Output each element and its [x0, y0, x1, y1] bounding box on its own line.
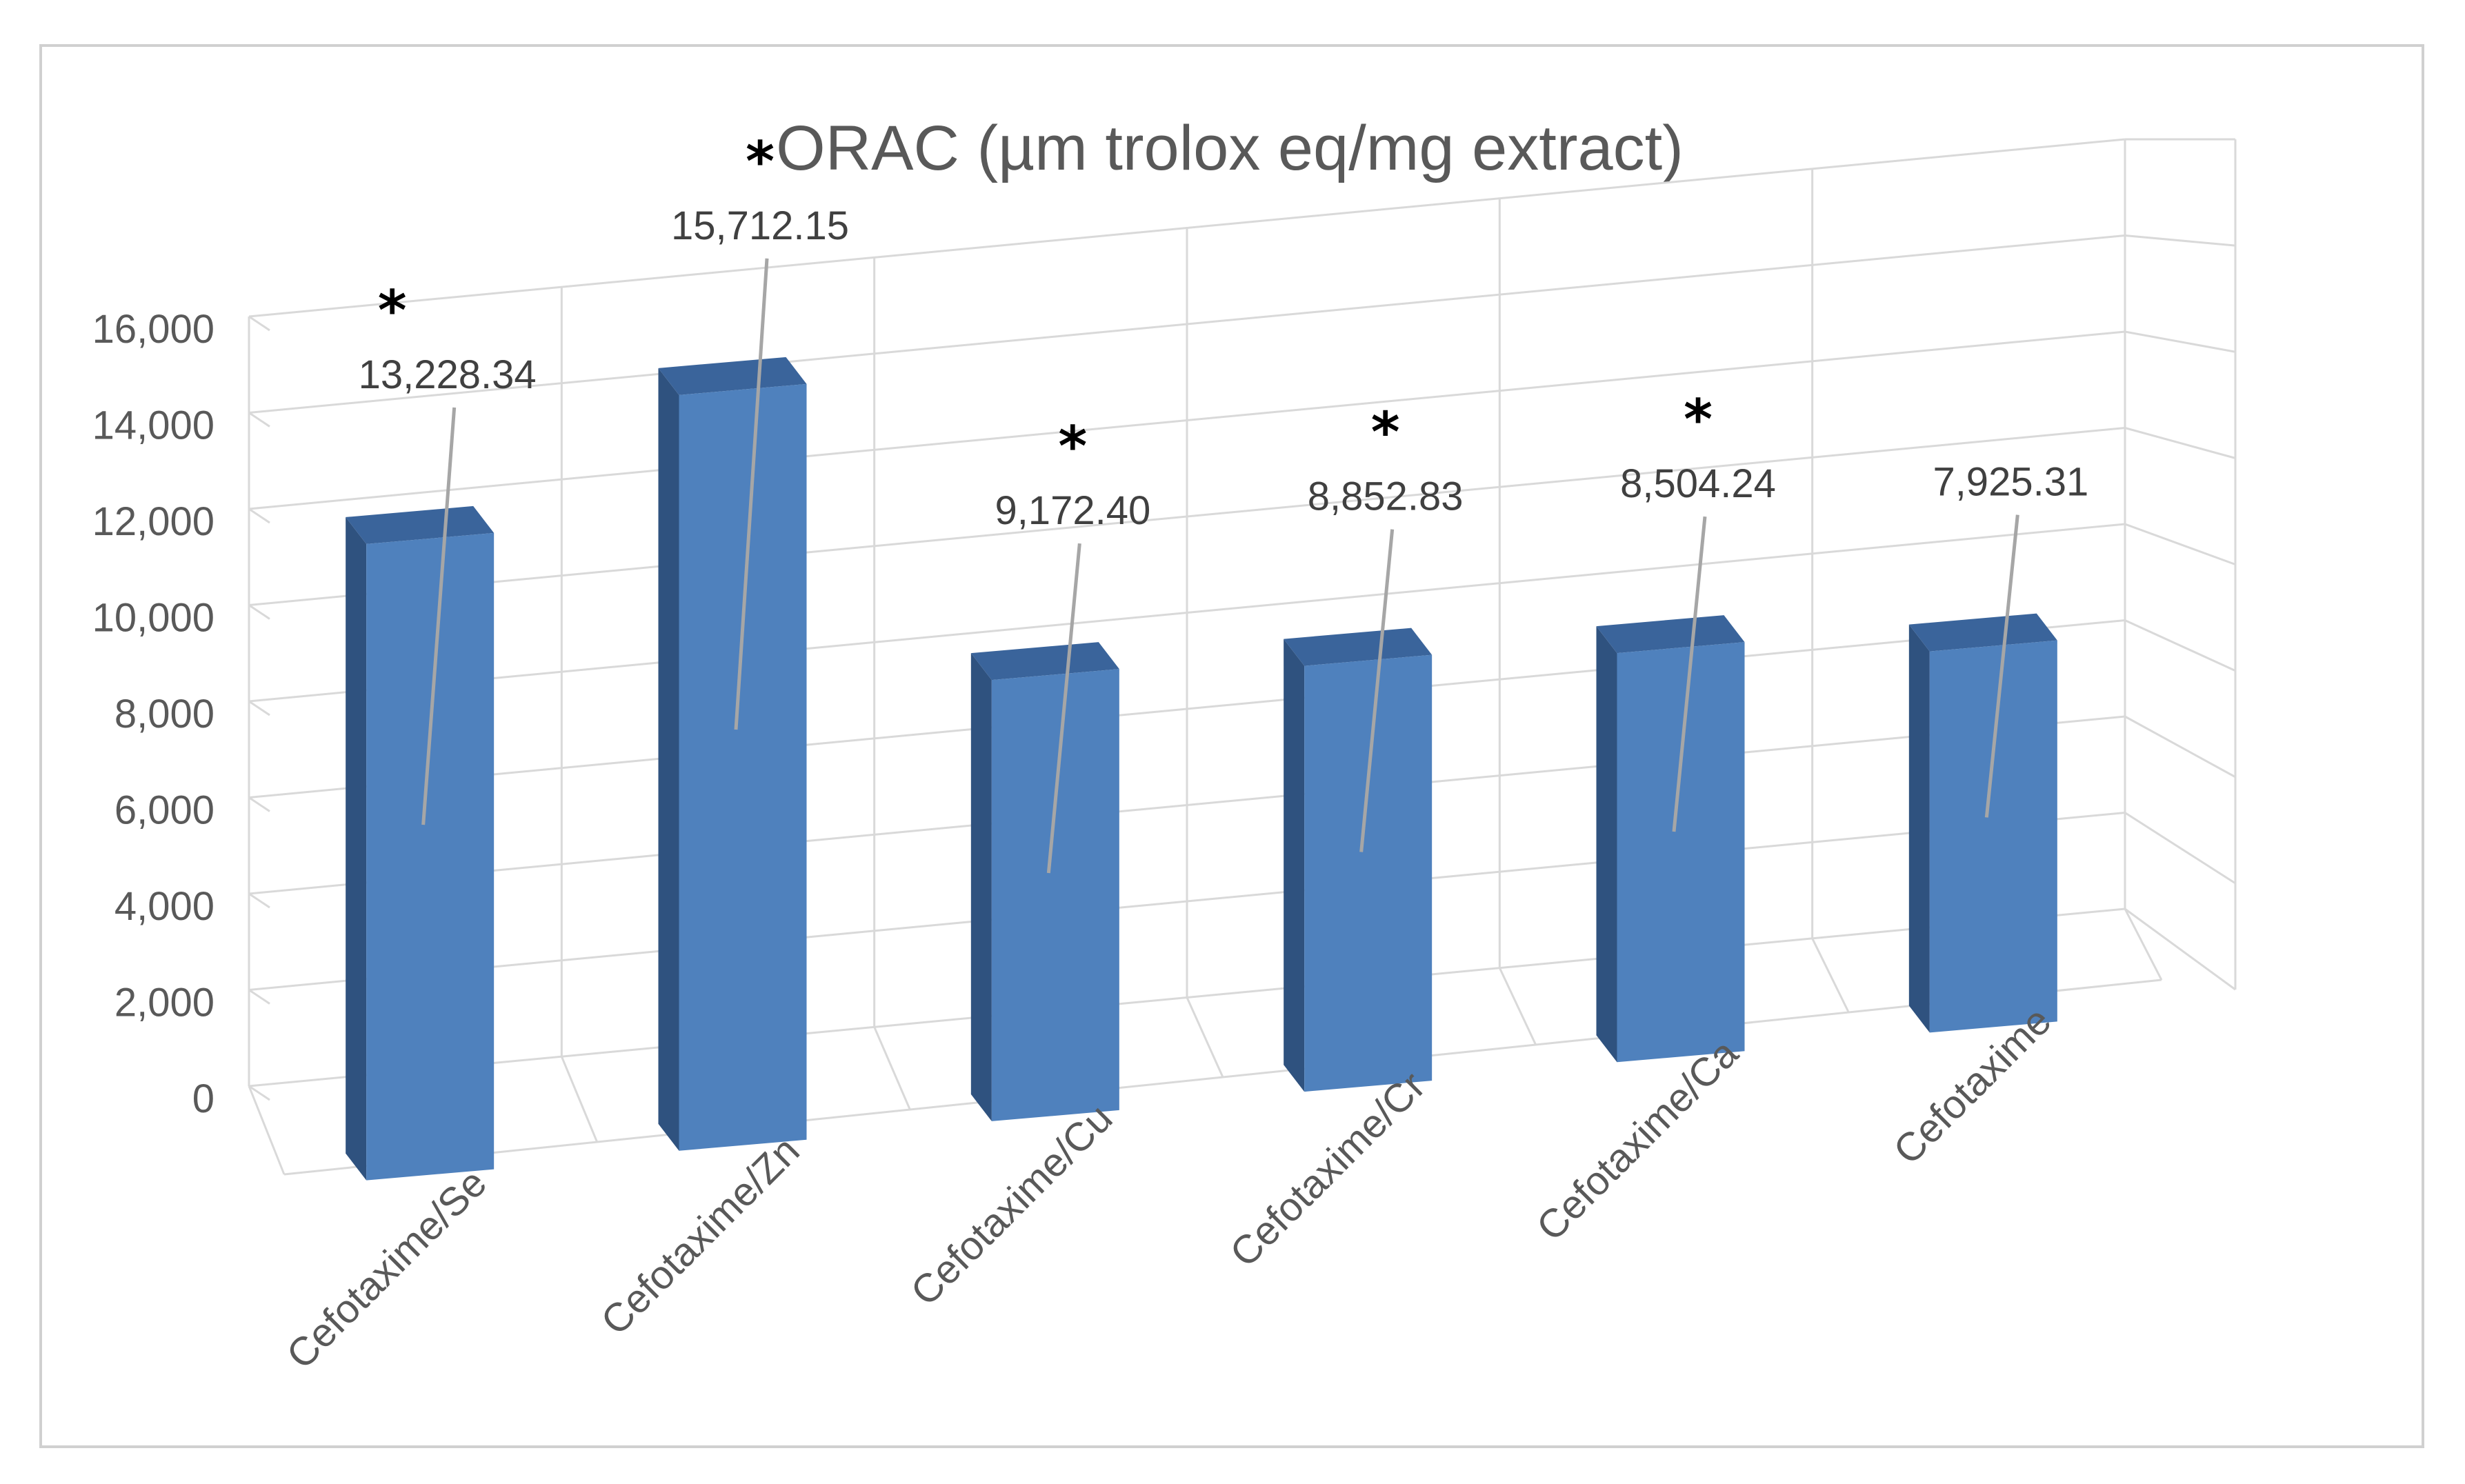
axis-tick: [248, 412, 270, 428]
y-tick-label: 10,000: [92, 596, 214, 641]
side-gridline: [2124, 619, 2236, 672]
significance-star: *: [1058, 414, 1087, 479]
leader-line: [1359, 529, 1395, 852]
significance-star: *: [1684, 388, 1713, 452]
y-tick-label: 4,000: [114, 884, 214, 929]
axis-tick: [248, 1085, 270, 1101]
leader-line: [421, 407, 457, 825]
bar-cefotaxime-ca: [1596, 615, 1745, 1063]
floor-divider: [1811, 938, 1850, 1013]
bar-front-face: [679, 383, 807, 1151]
gridlines: [248, 138, 2237, 1176]
side-gridline: [2124, 715, 2236, 779]
significance-star: *: [1371, 401, 1400, 465]
bar-side-face: [1596, 626, 1617, 1063]
bar-cefotaxime-cr: [1284, 628, 1433, 1092]
significance-star: *: [746, 130, 775, 194]
significance-star: *: [378, 279, 407, 343]
bar-top-face: [1284, 628, 1433, 666]
chart-frame: ORAC (µm trolox eq/mg extract) 0 2,000 4,0…: [39, 44, 2424, 1448]
y-tick-label: 8,000: [114, 692, 214, 736]
data-label: 7,925.31: [1933, 460, 2088, 505]
leader-line: [1672, 516, 1707, 832]
bar-side-face: [658, 368, 679, 1151]
category-label: Cefotaxime/Se: [278, 1161, 495, 1378]
bar-cefotaxime-zn: [658, 357, 807, 1151]
bar-front-face: [1617, 642, 1745, 1063]
axis-tick: [248, 604, 270, 620]
bar-top-face: [346, 505, 495, 544]
bar-side-face: [970, 653, 992, 1121]
side-gridline: [2124, 523, 2236, 565]
category-label: Cefotaxime/Ca: [1528, 1030, 1747, 1250]
floor-right-edge: [2124, 908, 2163, 981]
axis-tick: [248, 892, 270, 909]
y-tick-label: 16,000: [92, 307, 214, 352]
side-gridline: [2124, 330, 2236, 353]
axis-tick: [248, 700, 270, 716]
bar-top-face: [1596, 615, 1745, 654]
floor-divider: [873, 1026, 911, 1110]
bar-top-face: [658, 357, 807, 395]
bar-front-face: [366, 532, 495, 1181]
bar-front-face: [1929, 640, 2057, 1033]
floor-divider: [1498, 967, 1537, 1045]
leader-line: [734, 258, 769, 730]
bar-front-face: [991, 669, 1119, 1121]
axis-tick: [248, 315, 270, 332]
axis-tick: [248, 989, 270, 1005]
chart: ORAC (µm trolox eq/mg extract) 0 2,000 4,0…: [92, 113, 2237, 1378]
leader-line: [1984, 514, 2019, 818]
bar-cefotaxime: [1908, 613, 2057, 1033]
axis-tick: [248, 508, 270, 524]
y-tick-label: 6,000: [114, 788, 214, 833]
leader-line: [1046, 543, 1081, 874]
data-label: 15,712.15: [671, 203, 849, 248]
bar-side-face: [346, 517, 367, 1181]
bar-front-face: [1304, 654, 1433, 1092]
y-tick-label: 14,000: [92, 403, 214, 448]
data-label: 9,172.40: [995, 488, 1150, 533]
bar-top-face: [970, 642, 1119, 681]
axis-tick: [248, 796, 270, 812]
side-gridline: [2124, 234, 2236, 247]
floor-divider: [560, 1056, 599, 1143]
bar-top-face: [1908, 613, 2057, 652]
data-label: 8,504.24: [1620, 461, 1776, 506]
side-gridline: [2124, 908, 2236, 991]
category-label: Cefotaxime/Cu: [902, 1096, 1121, 1314]
floor-divider: [1186, 996, 1224, 1078]
side-gridline: [2124, 812, 2236, 885]
floor-left-edge: [248, 1085, 286, 1175]
bar-cefotaxime-cu: [970, 642, 1119, 1121]
bar-side-face: [1284, 639, 1305, 1092]
bar-cefotaxime-se: [346, 505, 495, 1181]
data-label: 8,852.83: [1308, 474, 1464, 519]
side-gridline: [2124, 427, 2236, 459]
y-tick-label: 12,000: [92, 499, 214, 544]
category-label: Cefotaxime/Cr: [1221, 1063, 1434, 1276]
bar-side-face: [1908, 624, 1930, 1033]
chart-title: ORAC (µm trolox eq/mg extract): [776, 113, 1684, 183]
category-label: Cefotaxime/Zn: [592, 1128, 808, 1344]
data-label: 13,228.34: [359, 352, 537, 397]
y-tick-label: 0: [192, 1076, 214, 1121]
bars: [346, 357, 2057, 1181]
y-tick-label: 2,000: [114, 981, 214, 1025]
